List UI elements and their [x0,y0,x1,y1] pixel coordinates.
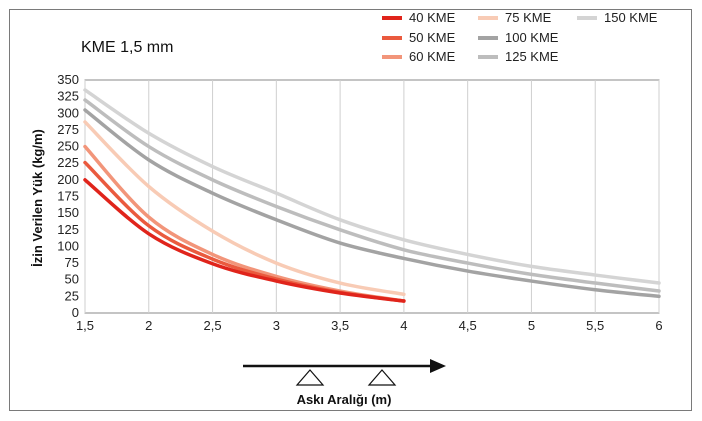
support-triangle-left [295,369,325,386]
y-tick-label: 225 [57,155,79,170]
chart-frame [9,9,692,411]
x-tick-label: 2 [145,318,152,333]
plot-area [84,79,660,314]
legend-item: 75 KME [478,10,552,25]
legend-label: 50 KME [409,30,456,45]
x-tick-label: 3,5 [331,318,349,333]
x-axis-arrowhead [430,359,446,373]
y-tick-label: 25 [65,288,79,303]
y-axis-label: İzin Verilen Yük (kg/m) [30,129,45,267]
legend-item: 40 KME [382,10,456,25]
legend-item: 50 KME [382,30,456,45]
legend-label: 125 KME [505,49,559,64]
series-line-150-kme [83,88,661,285]
legend-label: 150 KME [604,10,658,25]
series-line-125-kme [83,98,661,293]
legend-item: 125 KME [478,49,559,64]
legend: 40 KME 50 KME 60 KME 75 KME 100 KME 125 KME 15… [382,10,658,64]
series-line-40-kme [83,178,406,303]
x-tick-label: 5 [528,318,535,333]
x-tick-label: 5,5 [586,318,604,333]
y-tick-label: 325 [57,89,79,104]
legend-item: 150 KME [577,10,658,25]
x-tick-label: 1,5 [76,318,94,333]
legend-label: 60 KME [409,49,456,64]
legend-label: 40 KME [409,10,456,25]
y-tick-label: 50 [65,272,79,287]
series-line-75-kme [83,120,406,297]
series-line-100-kme [83,108,661,299]
x-tick-label: 4 [400,318,407,333]
legend-item: 60 KME [382,49,456,64]
grid-layer [84,79,660,314]
legend-item: 100 KME [478,30,559,45]
support-triangle-right [367,369,397,386]
series-layer [83,88,661,303]
y-tick-label: 300 [57,105,79,120]
y-tick-label: 250 [57,139,79,154]
y-tick-label: 75 [65,255,79,270]
chart-title: KME 1,5 mm [81,39,173,56]
x-tick-label: 3 [273,318,280,333]
x-tick-label: 6 [655,318,662,333]
y-tick-label: 0 [72,305,79,320]
y-tick-label: 275 [57,122,79,137]
y-tick-label: 100 [57,238,79,253]
legend-label: 75 KME [505,10,552,25]
y-tick-label: 125 [57,222,79,237]
y-tick-label: 175 [57,189,79,204]
legend-label: 100 KME [505,30,559,45]
series-line-50-kme [83,160,406,303]
y-tick-label: 200 [57,172,79,187]
x-tick-label: 2,5 [204,318,222,333]
y-tick-label: 350 [57,72,79,87]
y-tick-label: 150 [57,205,79,220]
x-axis-label: Askı Aralığı (m) [297,392,392,407]
x-tick-label: 4,5 [459,318,477,333]
